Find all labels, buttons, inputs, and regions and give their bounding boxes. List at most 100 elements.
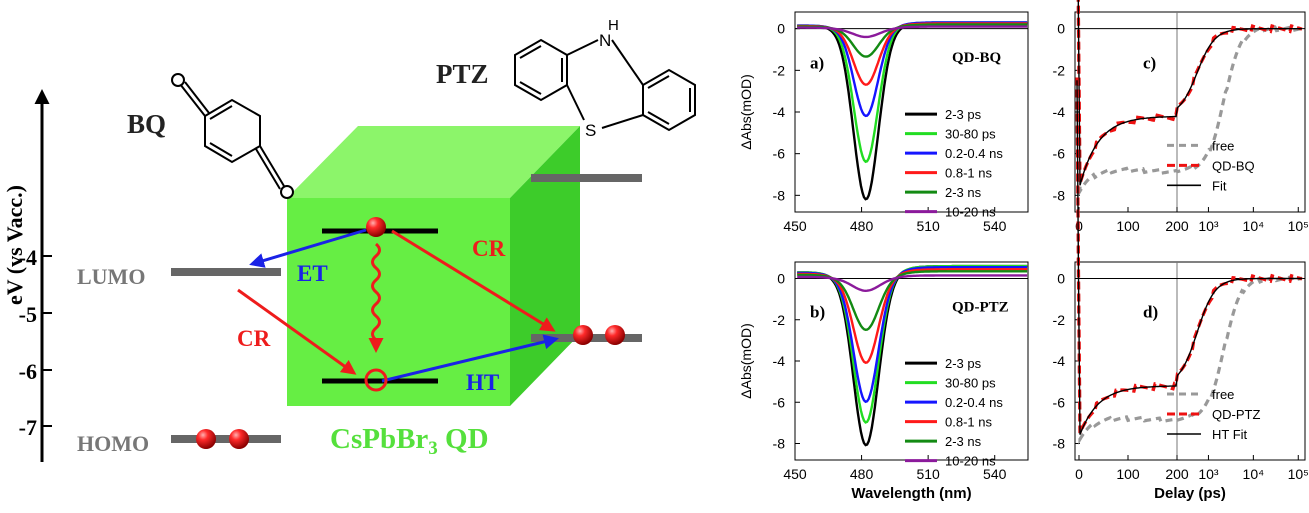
lumo-label: LUMO (77, 264, 145, 289)
x-tick-label: 10⁵ (1288, 218, 1309, 234)
energy-ticks: -4 -5 -6 -7 (19, 245, 52, 440)
cr-label-top: CR (472, 236, 506, 261)
x-tick-label: 10⁵ (1288, 466, 1309, 482)
y-tick-label: -6 (1053, 394, 1066, 410)
y-tick-label: 0 (1057, 21, 1065, 37)
legend-label: 2-3 ns (945, 434, 982, 449)
legend-label: 0.2-0.4 ns (945, 395, 1003, 410)
legend-label: 2-3 ps (945, 356, 982, 371)
energy-tick-label: -4 (19, 245, 37, 270)
et-arrow (249, 228, 367, 268)
ptz-hydrogen: H (608, 17, 619, 34)
energy-axis-label: eV (vs Vacc.) (2, 185, 27, 305)
x-tick-label: 100 (1116, 218, 1140, 234)
ht-label: HT (466, 370, 499, 395)
energy-tick-label: -6 (19, 359, 37, 384)
y-tick-label: 0 (777, 21, 785, 37)
x-tick-label: 10⁴ (1243, 466, 1265, 482)
qd-label: CsPbBr3 QD (330, 423, 489, 459)
series-line (797, 21, 1028, 118)
legend-label: free (1212, 387, 1234, 402)
series-line (1076, 0, 1303, 184)
legend-label: 0.2-0.4 ns (945, 146, 1003, 161)
y-tick-label: -2 (1053, 62, 1066, 78)
x-tick-label: 200 (1165, 218, 1189, 234)
electron-cb (366, 217, 386, 237)
x-tick-label: 450 (783, 218, 807, 234)
x-tick-label: 480 (850, 466, 874, 482)
y-tick-label: -8 (1053, 436, 1066, 452)
homo-electron-2 (229, 429, 249, 449)
series-line (797, 264, 1028, 447)
y-tick-label: -2 (773, 312, 786, 328)
chart-panel-b: 450 480 510 540 0 -2 -4 -6 -8 ΔAbs(mOD) Wavelength… (738, 261, 1029, 502)
y-tick-label: -6 (773, 394, 786, 410)
et-label: ET (297, 261, 328, 286)
legend-label: QD-PTZ (1212, 407, 1260, 422)
panel-title: QD-PTZ (952, 300, 1009, 316)
series-line (797, 25, 1028, 39)
cr-label-left: CR (237, 326, 271, 351)
panel-label: b) (810, 303, 825, 322)
x-tick-label: 540 (983, 466, 1007, 482)
y-tick-label: -8 (1053, 187, 1066, 203)
legend-label: 0.8-1 ns (945, 166, 992, 181)
panel-label: d) (1143, 303, 1158, 322)
panel-label: c) (1143, 53, 1156, 72)
legend-label: 30-80 ps (945, 127, 996, 142)
y-tick-label: -2 (773, 62, 786, 78)
x-tick-label: 10³ (1198, 218, 1219, 234)
x-tick-label: 450 (783, 466, 807, 482)
y-tick-label: -8 (773, 187, 786, 203)
x-tick-label: 510 (916, 218, 940, 234)
ht-arrow (381, 334, 559, 383)
legend-label: 10-20 ns (945, 205, 996, 220)
x-axis-label: Wavelength (nm) (851, 485, 971, 502)
plot-frame (794, 11, 1029, 213)
legend-label: 30-80 ps (945, 376, 996, 391)
hole-vb (364, 368, 388, 392)
series-line (797, 274, 1028, 293)
legend-label: HT Fit (1212, 427, 1248, 442)
legend-label: 0.8-1 ns (945, 415, 992, 430)
y-axis-label: ΔAbs(mOD) (738, 323, 754, 398)
plot-frame (1074, 11, 1306, 213)
x-tick-label: 480 (850, 218, 874, 234)
legend-label: Fit (1212, 178, 1227, 193)
y-tick-label: -6 (1053, 146, 1066, 162)
qd-cube-top (287, 126, 580, 198)
legend-label: 2-3 ns (945, 185, 982, 200)
panel-label: a) (810, 53, 824, 72)
x-tick-label: 200 (1165, 466, 1189, 482)
plot-frame (1074, 261, 1306, 461)
x-tick-label: 10⁴ (1243, 218, 1265, 234)
y-tick-label: -4 (773, 353, 786, 369)
bq-molecule (171, 73, 294, 199)
legend-label: 2-3 ps (945, 107, 982, 122)
ptz-electron-2 (605, 325, 625, 345)
series-line (1076, 80, 1302, 435)
cr-arrow-left (237, 288, 357, 375)
chart-panel-a: 450 480 510 540 0 -2 -4 -6 -8 ΔAbs(mOD) a) QD-BQ 2-3… (738, 11, 1029, 234)
plot-frame (794, 261, 1029, 461)
chart-panel-d: 0 -2 -4 -6 -8 0 100 200 10³ 10⁴ 10⁵ Delay (ps) d) fre… (1053, 77, 1309, 502)
homo-label: HOMO (77, 431, 149, 456)
legend-label: free (1212, 138, 1234, 153)
energy-tick-label: -5 (19, 302, 37, 327)
y-tick-label: -8 (773, 436, 786, 452)
x-tick-label: 100 (1116, 466, 1140, 482)
bq-label: BQ (127, 109, 166, 139)
energy-tick-label: -7 (19, 415, 37, 440)
ptz-sulfur: S (585, 121, 596, 140)
series-line (797, 268, 1028, 364)
ptz-label: PTZ (436, 59, 489, 89)
energy-scheme: eV (vs Vacc.) -4 -5 -6 -7 LUMO HOMO BQ P… (2, 17, 696, 462)
panel-title: QD-BQ (952, 50, 1002, 66)
x-tick-label: 510 (916, 466, 940, 482)
x-tick-label: 0 (1075, 466, 1083, 482)
y-tick-label: -4 (1053, 104, 1066, 120)
y-tick-label: 0 (777, 271, 785, 287)
x-tick-label: 540 (983, 218, 1007, 234)
